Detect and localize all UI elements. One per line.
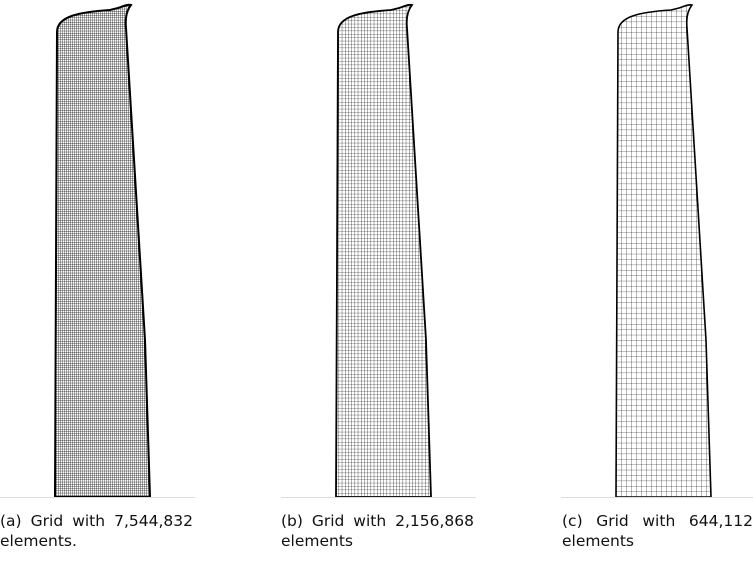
mesh-c [561,3,753,498]
caption: (b) Grid with 2,156,868 elements [281,512,474,550]
mesh-b [281,3,476,498]
caption: (a) Grid with 7,544,832 elements. [0,512,193,550]
mesh-a [0,3,195,498]
caption: (c) Grid with 644,112 elements [562,512,753,550]
figure-meshes [0,3,753,498]
